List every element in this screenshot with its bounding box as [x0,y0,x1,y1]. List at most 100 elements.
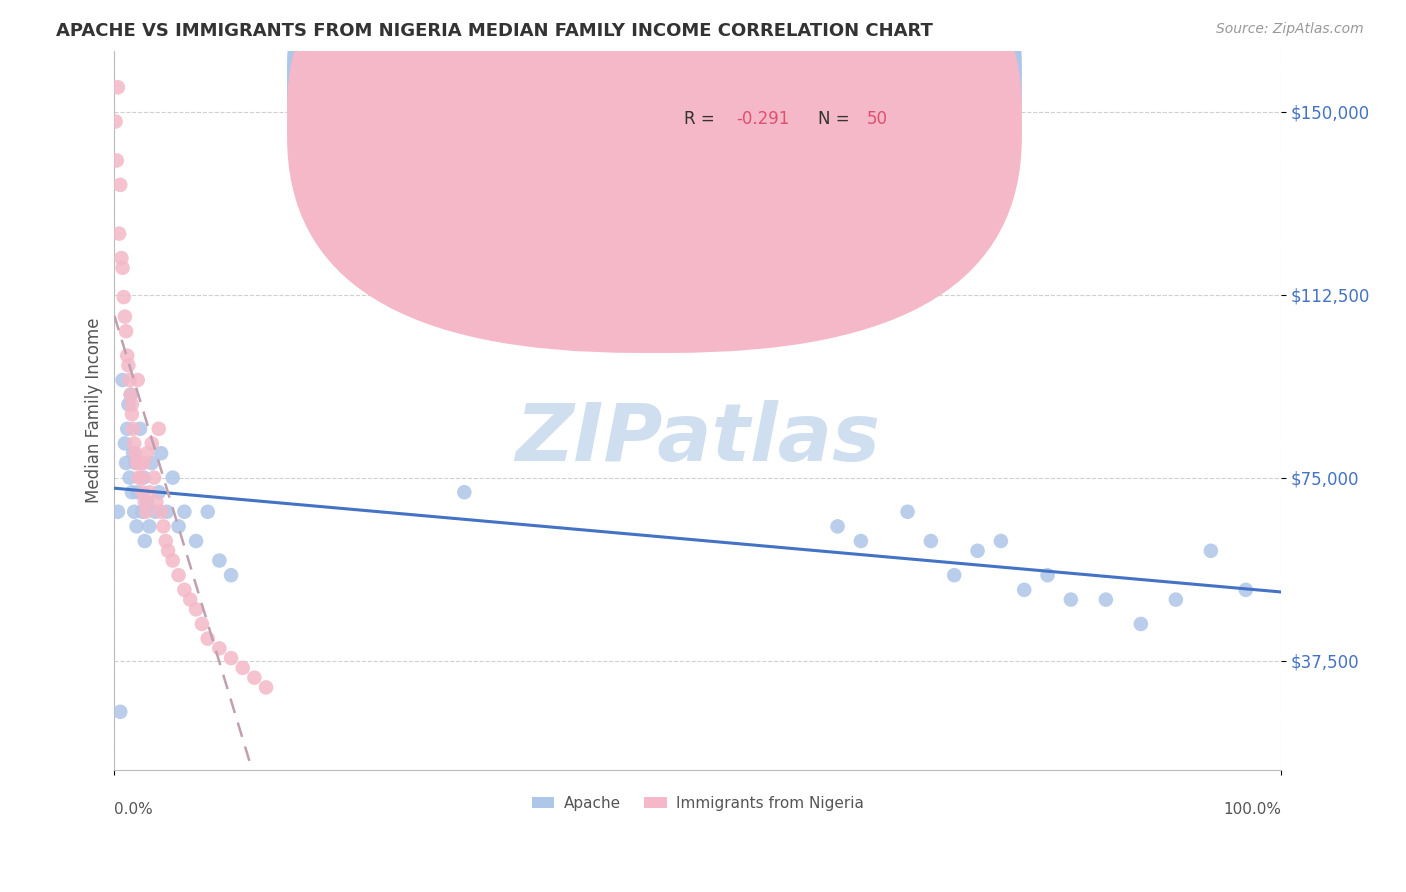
Point [179,592,201,607]
Point [132,456,155,470]
Text: 50: 50 [866,110,887,128]
Point [1164,592,1187,607]
Point [120,387,142,401]
Point [120,387,142,401]
Point [156,505,179,519]
Point [118,470,141,484]
Text: R =: R = [683,65,720,84]
Text: R =: R = [683,110,720,128]
Point [134,495,156,509]
Point [115,422,138,436]
Text: -0.489: -0.489 [737,65,789,84]
Point [827,519,849,533]
Point [104,114,127,128]
Point [134,534,156,549]
Point [849,534,872,549]
Point [110,705,132,719]
Point [453,485,475,500]
Point [208,641,231,656]
Point [1234,582,1257,597]
Point [197,632,219,646]
Point [943,568,966,582]
Point [129,422,152,436]
Point [138,519,160,533]
Point [167,519,190,533]
Point [121,397,143,411]
Point [129,456,152,470]
Point [990,534,1012,549]
Point [173,505,195,519]
Point [117,359,139,373]
Point [896,505,918,519]
Text: 49: 49 [866,65,887,84]
Point [131,505,153,519]
Point [112,290,135,304]
Point [136,446,159,460]
Point [143,470,166,484]
Point [110,251,132,265]
Text: APACHE VS IMMIGRANTS FROM NIGERIA MEDIAN FAMILY INCOME CORRELATION CHART: APACHE VS IMMIGRANTS FROM NIGERIA MEDIAN… [56,22,934,40]
FancyBboxPatch shape [616,47,966,162]
Point [107,80,129,95]
Point [111,373,134,387]
Point [110,178,132,192]
Text: ZIPatlas: ZIPatlas [515,401,880,478]
Point [1199,543,1222,558]
Point [127,373,149,387]
Point [184,602,207,616]
Point [105,153,128,168]
Point [150,446,173,460]
Point [197,505,219,519]
Point [115,324,138,338]
Point [143,505,166,519]
Point [1060,592,1083,607]
Text: N =: N = [818,110,855,128]
Point [107,505,129,519]
Point [1095,592,1118,607]
Point [173,582,195,597]
Point [920,534,942,549]
Point [135,505,157,519]
Point [115,349,138,363]
Point [162,553,184,567]
Point [157,543,180,558]
Text: -0.291: -0.291 [737,110,790,128]
Point [219,568,242,582]
Point [232,661,254,675]
Text: 0.0%: 0.0% [114,802,153,816]
Point [121,407,143,421]
Point [155,534,177,549]
Point [141,436,163,450]
Point [148,485,170,500]
Point [122,422,145,436]
Point [127,485,149,500]
Point [1036,568,1059,582]
Y-axis label: Median Family Income: Median Family Income [86,318,103,503]
Point [131,485,153,500]
Point [219,651,242,665]
Point [141,456,163,470]
Point [114,310,136,324]
FancyBboxPatch shape [287,0,1022,353]
Point [243,671,266,685]
Point [254,681,277,695]
Point [118,373,141,387]
Point [125,519,148,533]
Point [111,260,134,275]
Point [122,505,145,519]
Point [148,422,170,436]
Point [152,519,174,533]
Point [124,446,146,460]
Point [125,456,148,470]
Point [184,534,207,549]
Point [122,436,145,450]
Point [150,505,173,519]
Point [124,456,146,470]
Point [132,470,155,484]
Legend: Apache, Immigrants from Nigeria: Apache, Immigrants from Nigeria [526,789,870,817]
Point [162,470,184,484]
Point [114,436,136,450]
Point [138,485,160,500]
Point [167,568,190,582]
Text: 100.0%: 100.0% [1223,802,1281,816]
